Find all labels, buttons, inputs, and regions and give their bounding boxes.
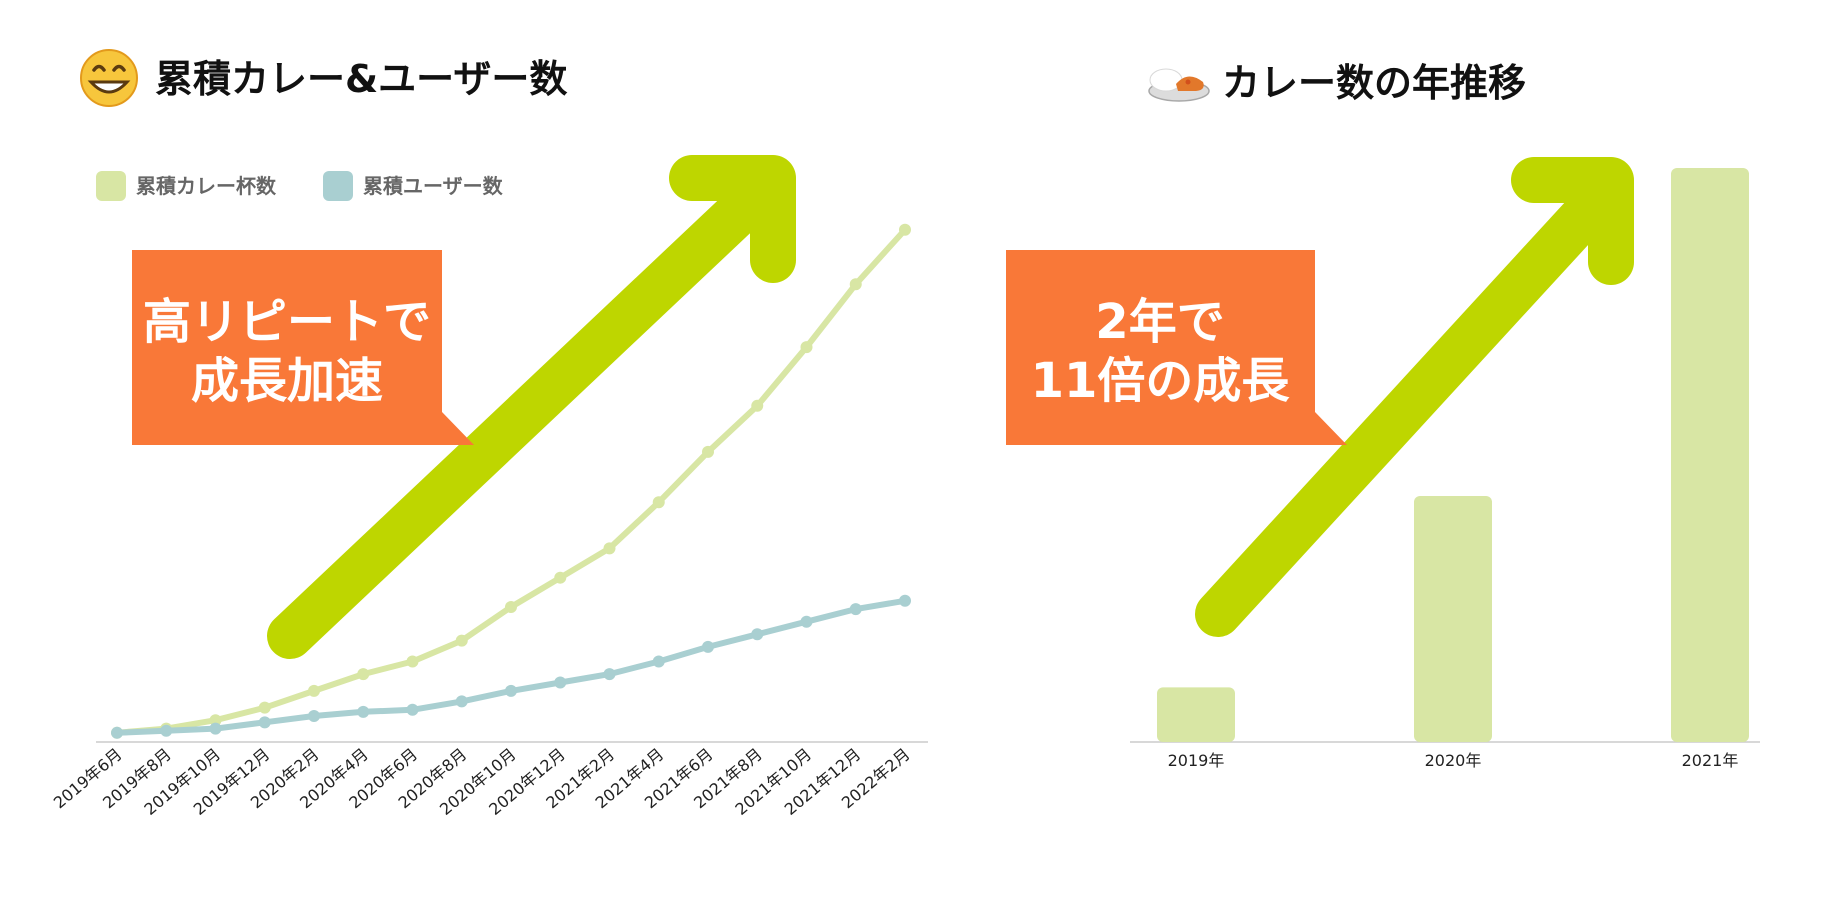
right-chart-title: カレー数の年推移 [1222, 61, 1526, 105]
left-panel: 累積カレー&ユーザー数 累積カレー杯数 累積ユーザー数 2019年6月2019年… [50, 49, 928, 819]
growth-arrow-right [1195, 157, 1634, 637]
data-point-s0-3 [258, 701, 271, 714]
grinning-face-icon [80, 49, 138, 107]
callout-left-line2: 成長加速 [191, 353, 383, 409]
left-chart-title: 累積カレー&ユーザー数 [155, 57, 567, 101]
bar-x-tick-label-2: 2021年 [1682, 751, 1739, 770]
data-point-s0-9 [554, 571, 567, 584]
data-point-s1-4 [308, 710, 320, 723]
bar-x-axis-tick-labels: 2019年 2020年 2021年 [1168, 751, 1739, 770]
bar-0 [1157, 687, 1235, 742]
data-point-s0-7 [455, 634, 468, 647]
data-point-s1-12 [702, 640, 714, 653]
callout-box-right: 2年で 11倍の成長 [1006, 250, 1347, 445]
bar-1 [1414, 496, 1492, 742]
data-point-s0-13 [751, 399, 764, 412]
data-point-s0-11 [652, 496, 665, 509]
data-point-s0-10 [603, 542, 616, 555]
bar-x-tick-label-0: 2019年 [1168, 751, 1225, 770]
data-point-s1-5 [357, 705, 370, 718]
data-point-s0-4 [308, 684, 320, 697]
legend-label-users: 累積ユーザー数 [363, 174, 504, 198]
data-point-s1-10 [603, 668, 616, 681]
data-point-s1-1 [160, 724, 173, 737]
data-point-s0-6 [406, 655, 419, 668]
callout-right-line1: 2年で [1095, 294, 1224, 350]
data-point-s1-16 [899, 594, 911, 607]
data-point-s1-9 [554, 676, 567, 689]
callout-box-left: 高リピートで 成長加速 [132, 250, 474, 445]
legend-label-curry: 累積カレー杯数 [136, 174, 277, 198]
data-point-s0-2 [209, 714, 222, 727]
data-point-s1-6 [406, 703, 419, 716]
callout-right-line2: 11倍の成長 [1031, 353, 1291, 409]
data-point-s1-0 [111, 726, 123, 739]
data-point-s0-5 [357, 668, 370, 681]
data-point-s1-13 [751, 628, 764, 641]
legend-swatch-users [323, 171, 353, 201]
data-point-s1-11 [652, 655, 665, 668]
bar-2 [1671, 168, 1749, 742]
legend-swatch-curry [96, 171, 126, 201]
bar-x-tick-label-1: 2020年 [1425, 751, 1482, 770]
data-point-s0-12 [702, 445, 714, 458]
x-axis-tick-labels: 2019年6月2019年8月2019年10月2019年12月2020年2月202… [50, 745, 914, 819]
chart-legend: 累積カレー杯数 累積ユーザー数 [96, 171, 504, 201]
data-point-s0-16 [899, 223, 911, 236]
data-point-s1-15 [849, 603, 862, 616]
data-point-s0-14 [800, 341, 813, 354]
bar-series [1157, 168, 1749, 742]
data-point-s0-15 [849, 278, 862, 291]
data-point-s1-8 [505, 684, 517, 697]
right-panel: カレー数の年推移 2019年 2020年 2021年 2年で 11倍の成長 [1006, 61, 1760, 770]
data-point-s1-7 [455, 695, 468, 708]
data-point-s0-8 [505, 601, 517, 614]
data-point-s1-3 [258, 716, 271, 729]
data-point-s1-14 [800, 615, 813, 628]
data-point-s1-2 [209, 722, 222, 735]
growth-arrow-left [267, 155, 796, 659]
curry-rice-icon [1148, 68, 1210, 102]
callout-left-line1: 高リピートで [143, 294, 431, 350]
series-users-line [111, 594, 911, 739]
